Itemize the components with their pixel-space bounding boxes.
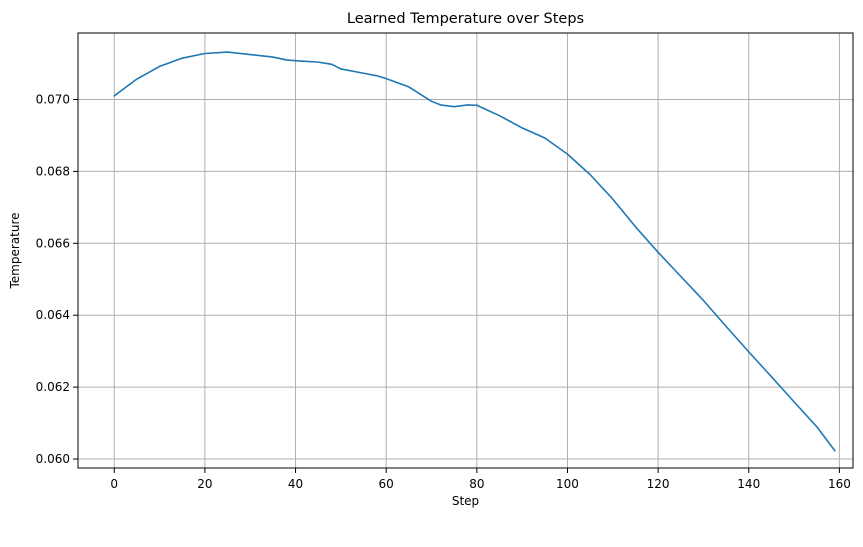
x-tick-label: 80 xyxy=(469,477,484,491)
x-tick-label: 160 xyxy=(828,477,851,491)
plot-frame xyxy=(77,32,854,469)
grid xyxy=(78,33,853,468)
chart-title: Learned Temperature over Steps xyxy=(347,11,584,27)
x-tick-label: 140 xyxy=(737,477,760,491)
y-tick-label: 0.068 xyxy=(36,164,70,178)
series-line xyxy=(113,51,836,452)
x-axis-label: Step xyxy=(452,494,479,508)
x-tick-label: 20 xyxy=(197,477,212,491)
y-tick-label: 0.060 xyxy=(36,452,70,466)
x-tick-label: 0 xyxy=(110,477,118,491)
x-tick-label: 100 xyxy=(556,477,579,491)
series xyxy=(113,51,836,452)
x-tick-label: 40 xyxy=(288,477,303,491)
x-tick-label: 60 xyxy=(379,477,394,491)
x-tick-label: 120 xyxy=(647,477,670,491)
y-axis-label: Temperature xyxy=(8,212,22,289)
ticks: 0 20 40 60 80 100 120 140 160 0.060 0.062 0.064 0.06… xyxy=(36,93,851,491)
y-tick-label: 0.064 xyxy=(36,308,70,322)
y-tick-label: 0.066 xyxy=(36,236,70,250)
y-tick-label: 0.070 xyxy=(36,93,70,107)
y-tick-label: 0.062 xyxy=(36,380,70,394)
